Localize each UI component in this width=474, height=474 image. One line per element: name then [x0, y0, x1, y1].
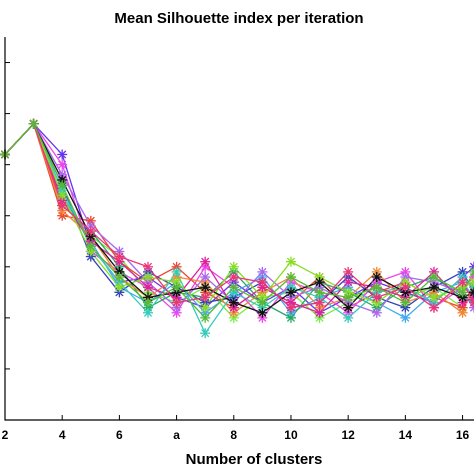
data-point: [142, 282, 153, 293]
data-point: [285, 272, 296, 283]
data-point: [457, 277, 468, 288]
data-point: [257, 297, 268, 308]
series-line: [4, 122, 474, 314]
x-tick-label: 16: [456, 428, 470, 442]
data-point: [285, 312, 296, 323]
series-layer: [0, 118, 474, 339]
data-point: [114, 272, 125, 283]
data-point: [400, 297, 411, 308]
series-line: [4, 122, 474, 309]
data-point: [228, 297, 239, 308]
axis-frame: [4, 37, 474, 421]
data-point: [469, 287, 474, 298]
data-point: [457, 287, 468, 298]
data-point: [428, 302, 439, 313]
data-point: [85, 241, 96, 252]
data-point: [371, 307, 382, 318]
data-point: [57, 159, 68, 170]
series-line: [4, 122, 474, 309]
data-point: [200, 302, 211, 313]
data-point: [400, 312, 411, 323]
data-point: [142, 297, 153, 308]
data-point: [371, 272, 382, 283]
data-point: [114, 251, 125, 262]
x-tick-label: 10: [284, 428, 298, 442]
data-point: [142, 307, 153, 318]
data-point: [57, 180, 68, 191]
data-point: [85, 226, 96, 237]
data-point: [228, 261, 239, 272]
data-point: [57, 200, 68, 211]
data-point: [171, 282, 182, 293]
x-tick-label: 12: [341, 428, 355, 442]
data-point: [200, 272, 211, 283]
data-point: [257, 277, 268, 288]
data-point: [469, 277, 474, 288]
data-point: [343, 292, 354, 303]
x-tick-label: 14: [399, 428, 413, 442]
series-line: [4, 122, 474, 309]
data-point: [343, 312, 354, 323]
data-point: [343, 277, 354, 288]
data-point: [228, 282, 239, 293]
x-tick-label: 2: [2, 428, 9, 442]
x-axis-label: Number of clusters: [186, 451, 323, 468]
data-point: [57, 190, 68, 201]
x-tick-label: 6: [116, 428, 123, 442]
data-point: [200, 312, 211, 323]
data-point: [428, 272, 439, 283]
data-point: [428, 282, 439, 293]
data-point: [200, 292, 211, 303]
data-point: [142, 261, 153, 272]
series-line: [4, 122, 474, 314]
data-point: [285, 287, 296, 298]
plot-area: 2 4 6 a 8 10 12 14 16: [0, 37, 474, 442]
data-point: [142, 272, 153, 283]
data-point: [314, 287, 325, 298]
data-point: [200, 328, 211, 339]
y-axis-ticks: [5, 62, 10, 370]
data-point: [114, 282, 125, 293]
data-point: [314, 277, 325, 288]
data-point: [343, 266, 354, 277]
data-point: [200, 256, 211, 267]
series-line: [4, 122, 474, 314]
data-point: [400, 282, 411, 293]
x-tick-label: 8: [230, 428, 237, 442]
data-point: [285, 256, 296, 267]
data-point: [257, 266, 268, 277]
chart-title: Mean Silhouette index per iteration: [114, 10, 363, 27]
data-point: [285, 302, 296, 313]
data-point: [57, 149, 68, 160]
data-point: [228, 272, 239, 283]
data-point: [371, 282, 382, 293]
data-point: [469, 297, 474, 308]
data-point: [257, 307, 268, 318]
data-point: [469, 266, 474, 277]
data-point: [343, 302, 354, 313]
data-point: [171, 297, 182, 308]
x-tick-label: a: [173, 428, 180, 442]
data-point: [28, 118, 39, 129]
data-point: [200, 282, 211, 293]
data-point: [314, 307, 325, 318]
data-point: [428, 292, 439, 303]
data-point: [314, 297, 325, 308]
data-point: [457, 307, 468, 318]
x-axis-ticks: 2 4 6 a 8 10 12 14 16: [2, 415, 470, 442]
data-point: [371, 292, 382, 303]
x-tick-label: 4: [59, 428, 66, 442]
data-point: [171, 266, 182, 277]
